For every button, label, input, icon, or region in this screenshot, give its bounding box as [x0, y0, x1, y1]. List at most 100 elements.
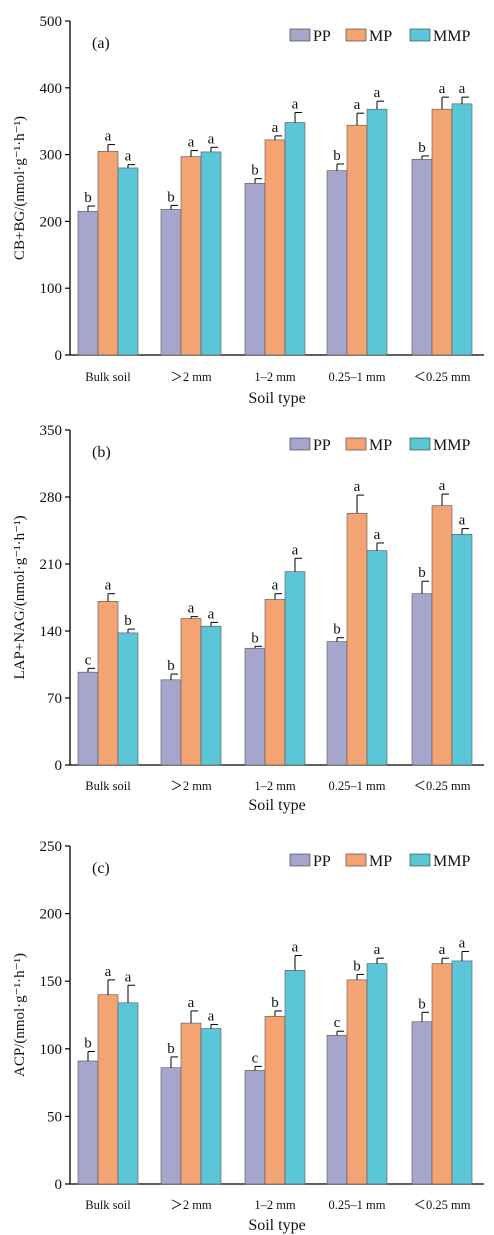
- panel-a-x-axis-title: Soil type: [248, 390, 305, 407]
- panel-b-bar-mmp: [451, 534, 473, 766]
- panel-c-chart: 0 50 100 150 200 250 ACP/(nmol·g⁻¹·h⁻¹) Bulk so…: [12, 839, 484, 1234]
- panel-b-significance-letter: a: [354, 479, 361, 495]
- panel-a-significance-letter: a: [125, 149, 132, 165]
- panel-b-legend-label-pp: PP: [313, 437, 331, 454]
- panel-a-label: (a): [92, 35, 110, 52]
- panel-c-x-tick-label: 0.25–1 mm: [329, 1198, 386, 1212]
- panel-a-x-tick-label: ＞2 mm: [170, 370, 212, 384]
- panel-c-bar-mmp: [200, 1028, 222, 1185]
- panel-c-bar-pp: [244, 1070, 266, 1185]
- panel-b-x-tick-label: 1–2 mm: [254, 779, 296, 793]
- panel-b-y-axis-title: LAP+NAG/(nmol·g⁻¹·h⁻¹): [12, 515, 28, 679]
- panel-c-significance-letter: b: [84, 1036, 92, 1052]
- panel-c-bar-pp: [160, 1067, 182, 1185]
- panel-c-significance-letter: a: [292, 940, 299, 956]
- panel-a-bar-mmp: [451, 103, 473, 356]
- panel-b-x-tick-label: ＜0.25 mm: [414, 779, 471, 793]
- panel-c-significance-letter: b: [418, 996, 426, 1012]
- panel-b-x-tick-label: ＞2 mm: [170, 779, 212, 793]
- panel-a-y-tick-label: 200: [40, 214, 63, 230]
- panel-a-bar-mmp: [284, 122, 306, 356]
- panel-c-x-tick-label: ＜0.25 mm: [414, 1198, 471, 1212]
- panel-a-bar-pp: [160, 209, 182, 356]
- panel-b-bar-mp: [431, 505, 453, 766]
- panel-b-bar-mp: [346, 512, 368, 766]
- panel-c-x-tick-label: Bulk soil: [85, 1198, 131, 1212]
- panel-b-bar-mmp: [366, 550, 388, 766]
- panel-b-significance-letter: a: [105, 578, 112, 594]
- panel-a-significance-letter: a: [272, 120, 279, 136]
- panel-c-legend-label-mp: MP: [369, 853, 392, 870]
- panel-b-significance-letter: a: [439, 478, 446, 494]
- panel-c-y-tick-label: 200: [40, 907, 63, 923]
- panel-c-bar-mp: [264, 1016, 286, 1185]
- panel-a-chart: 0 100 200 300 400 500 CB+BG/(nmol·g⁻¹·h⁻¹) Bulk…: [12, 14, 484, 407]
- panel-a-y-axis-title: CB+BG/(nmol·g⁻¹·h⁻¹): [12, 116, 28, 260]
- panel-a-bar-mp: [431, 108, 453, 356]
- panel-b-y-tick-label: 350: [40, 423, 63, 439]
- panel-b-significance-letter: a: [459, 513, 466, 529]
- panel-b-bar-mp: [180, 618, 202, 766]
- panel-c-bar-pp: [326, 1034, 348, 1185]
- panel-b-significance-letter: b: [251, 630, 259, 646]
- panel-b-legend-swatch-pp: [289, 437, 311, 451]
- panel-a-y-tick-label: 300: [40, 148, 63, 164]
- panel-c-bar-pp: [77, 1060, 99, 1185]
- panel-c-label: (c): [92, 860, 110, 877]
- panel-c-y-axis-title: ACP/(nmol·g⁻¹·h⁻¹): [12, 953, 28, 1077]
- panel-b-label: (b): [92, 444, 111, 461]
- panel-b-legend-label-mmp: MMP: [433, 437, 470, 454]
- panel-b-x-tick-label: Bulk soil: [85, 779, 131, 793]
- panel-c-y-tick-label: 150: [40, 974, 63, 990]
- panel-c-significance-letter: b: [167, 1041, 175, 1057]
- panel-b-chart: 0 70 140 210 280 350 LAP+NAG/(nmol·g⁻¹·h⁻¹) Bul…: [12, 423, 484, 814]
- panel-c-significance-letter: a: [188, 995, 195, 1011]
- panel-b-bar-pp: [326, 641, 348, 766]
- panel-c-significance-letter: c: [334, 1015, 341, 1031]
- panel-a-x-tick-label: Bulk soil: [85, 370, 131, 384]
- panel-b-y-tick-label: 280: [40, 490, 63, 506]
- panel-b-significance-letter: a: [292, 542, 299, 558]
- panel-a-y-tick-label: 500: [40, 14, 63, 30]
- panel-a-significance-letter: a: [292, 97, 299, 113]
- panel-b-bar-mp: [97, 601, 119, 766]
- panel-a-bar-pp: [244, 183, 266, 356]
- panel-c-bar-mp: [97, 994, 119, 1185]
- panel-a-significance-letter: b: [251, 163, 259, 179]
- panel-a-bar-mmp: [200, 151, 222, 356]
- panel-c-bar-mmp: [284, 970, 306, 1185]
- panel-a-bar-mmp: [117, 167, 139, 356]
- panel-b-bar-mmp: [200, 625, 222, 766]
- panel-a-significance-letter: a: [208, 131, 215, 147]
- panel-c-significance-letter: a: [105, 964, 112, 980]
- panel-c-significance-letter: a: [374, 942, 381, 958]
- panel-a-significance-letter: b: [333, 148, 341, 164]
- panel-a-x-tick-label: 0.25–1 mm: [329, 370, 386, 384]
- panel-c-significance-letter: a: [208, 1008, 215, 1024]
- panel-b-significance-letter: b: [167, 658, 175, 674]
- panel-b-bar-pp: [77, 671, 99, 766]
- panel-c-x-axis-title: Soil type: [248, 1217, 305, 1234]
- panel-b-legend-swatch-mmp: [409, 437, 431, 451]
- panel-c-y-tick-label: 250: [40, 839, 63, 855]
- panel-a-significance-letter: a: [188, 135, 195, 151]
- panel-c-bar-pp: [411, 1021, 433, 1185]
- panel-c-legend-swatch-mp: [345, 853, 367, 867]
- panel-a-bar-mp: [346, 124, 368, 356]
- panel-b-bar-pp: [160, 679, 182, 766]
- panel-b-y-tick-label: 140: [40, 624, 63, 640]
- panel-b-significance-letter: a: [272, 578, 279, 594]
- panel-a-y-tick-label: 400: [40, 81, 63, 97]
- panel-a-legend-label-pp: PP: [313, 28, 331, 45]
- panel-c-y-tick-label: 0: [55, 1177, 63, 1193]
- panel-b-y-tick-label: 70: [47, 691, 62, 707]
- panel-b-y-tick-label: 210: [40, 557, 63, 573]
- panel-a-bar-pp: [77, 211, 99, 356]
- panel-a-x-tick-label: ＜0.25 mm: [414, 370, 471, 384]
- panel-b-bar-pp: [244, 647, 266, 766]
- panel-a-significance-letter: b: [418, 140, 426, 156]
- panel-b-bar-mmp: [117, 632, 139, 766]
- panel-b-significance-letter: b: [333, 622, 341, 638]
- panel-a-significance-letter: a: [374, 85, 381, 101]
